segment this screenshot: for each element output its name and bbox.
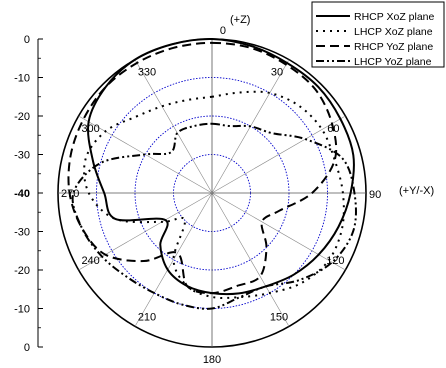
radial-tick-label-lower-0: -30 [14, 227, 30, 239]
radial-axis: 0 -10 -20 -30 -40 -30 -20 -10 0 [14, 34, 43, 354]
legend-label-0: RHCP XoZ plane [354, 11, 435, 23]
radial-tick-label-lower-2: -10 [14, 304, 30, 316]
spoke-150 [211, 192, 290, 327]
radial-tick-label-lower-3: 0 [24, 342, 30, 354]
spoke-330 [134, 59, 213, 194]
radial-tick-label-lower-1: -20 [14, 265, 30, 277]
radial-tick-label-upper-0: 0 [24, 34, 30, 46]
angle-label-210: 210 [138, 311, 156, 323]
angle-label-0: 0 [220, 25, 226, 37]
legend-label-3: LHCP YoZ plane [354, 56, 432, 68]
spoke-210 [134, 192, 213, 327]
angle-label-300: 300 [81, 123, 99, 135]
series-line-3 [71, 122, 357, 310]
spoke-240 [78, 192, 213, 271]
spoke-120 [211, 192, 346, 271]
angle-label-0-top-unit: (+Z) [230, 14, 250, 26]
angle-label-30: 30 [271, 67, 283, 79]
angle-label-240: 240 [81, 255, 99, 267]
legend-label-1: LHCP XoZ plane [354, 26, 433, 38]
angle-label-330: 330 [138, 67, 156, 79]
radial-tick-label-upper-2: -20 [14, 111, 30, 123]
spoke-300 [78, 115, 213, 194]
legend-label-2: RHCP YoZ plane [354, 41, 433, 53]
radial-tick-label-upper-3: -30 [14, 150, 30, 162]
radial-tick-label-upper-4: -40 [14, 188, 30, 200]
angle-label-90-right-unit: (+Y/-X) [399, 185, 434, 197]
radial-tick-label-upper-1: -10 [14, 73, 30, 85]
angle-label-150: 150 [270, 311, 288, 323]
spoke-60 [211, 115, 346, 194]
legend-box [311, 1, 445, 68]
series-lines [67, 37, 357, 310]
series-line-2 [67, 41, 338, 295]
angle-label-90: 90 [369, 189, 381, 201]
legend: RHCP XoZ plane LHCP XoZ plane RHCP YoZ p… [311, 1, 445, 68]
angle-label-180: 180 [203, 354, 221, 366]
series-line-1 [83, 90, 345, 299]
